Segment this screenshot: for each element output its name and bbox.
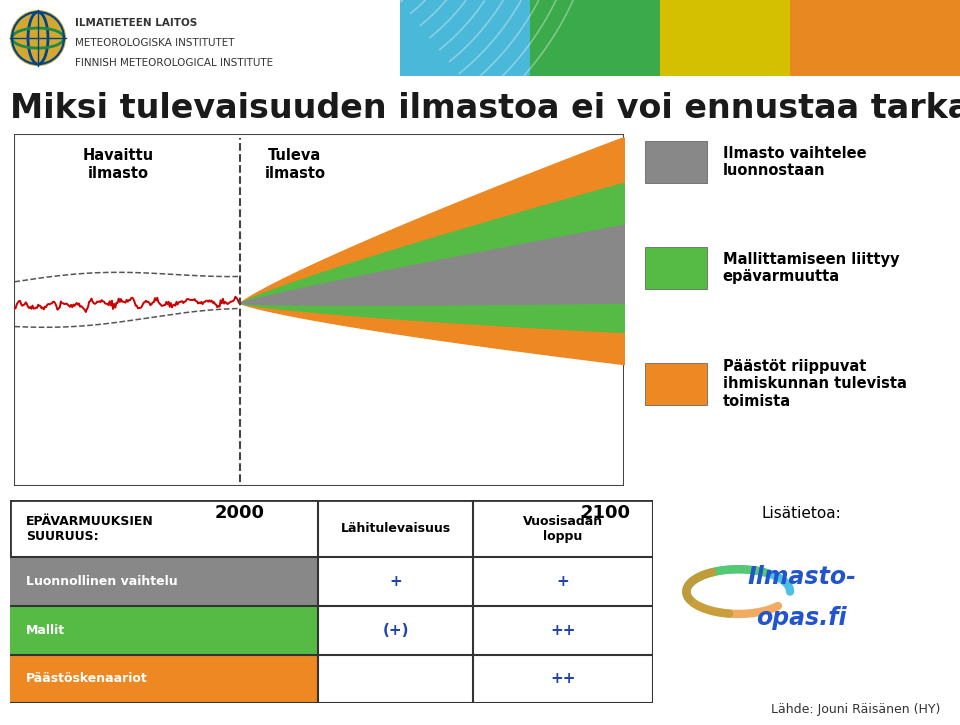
Text: Vuosisadan
loppu: Vuosisadan loppu	[522, 515, 603, 543]
Text: Luonnollinen vaihtelu: Luonnollinen vaihtelu	[26, 575, 178, 588]
Text: Havaittu
ilmasto: Havaittu ilmasto	[83, 148, 154, 181]
Text: (+): (+)	[382, 623, 409, 638]
Bar	[645, 362, 707, 405]
Bar	[645, 247, 707, 289]
Text: Mallit: Mallit	[26, 624, 65, 637]
Text: ++: ++	[550, 623, 575, 638]
Text: Päästöskenaariot: Päästöskenaariot	[26, 672, 148, 685]
Bar	[400, 0, 530, 76]
Text: Lisätietoa:: Lisätietoa:	[761, 506, 842, 521]
Text: Ilmasto vaihtelee
luonnostaan: Ilmasto vaihtelee luonnostaan	[723, 146, 866, 178]
Text: EPÄVARMUUKSIEN
SUURUUS:: EPÄVARMUUKSIEN SUURUUS:	[26, 515, 154, 543]
Bar	[10, 557, 319, 606]
Text: +: +	[389, 574, 402, 589]
Bar	[790, 0, 960, 76]
Text: Päästöt riippuvat
ihmiskunnan tulevista
toimista: Päästöt riippuvat ihmiskunnan tulevista …	[723, 359, 906, 409]
Text: Lähde: Jouni Räisänen (HY): Lähde: Jouni Räisänen (HY)	[772, 703, 941, 716]
Text: Mallittamiseen liittyy
epävarmuutta: Mallittamiseen liittyy epävarmuutta	[723, 252, 900, 284]
Text: Miksi tulevaisuuden ilmastoa ei voi ennustaa tarkasti?: Miksi tulevaisuuden ilmastoa ei voi ennu…	[10, 91, 960, 125]
Text: METEOROLOGISKA INSTITUTET: METEOROLOGISKA INSTITUTET	[75, 38, 234, 48]
Bar	[10, 606, 319, 655]
Text: Ilmasto-: Ilmasto-	[747, 566, 856, 589]
Text: +: +	[557, 574, 569, 589]
Bar	[10, 655, 319, 703]
Text: 2000: 2000	[215, 505, 265, 523]
Bar	[660, 0, 790, 76]
Text: ++: ++	[550, 671, 575, 687]
Text: 2100: 2100	[581, 505, 631, 523]
Bar	[645, 141, 707, 183]
Circle shape	[10, 10, 66, 66]
Bar	[530, 0, 660, 76]
Text: ILMATIETEEN LAITOS: ILMATIETEEN LAITOS	[75, 18, 197, 28]
Text: Tuleva
ilmasto: Tuleva ilmasto	[264, 148, 325, 181]
Text: FINNISH METEOROLOGICAL INSTITUTE: FINNISH METEOROLOGICAL INSTITUTE	[75, 58, 274, 68]
Text: opas.fi: opas.fi	[756, 606, 847, 630]
Text: Lähitulevaisuus: Lähitulevaisuus	[341, 522, 450, 535]
